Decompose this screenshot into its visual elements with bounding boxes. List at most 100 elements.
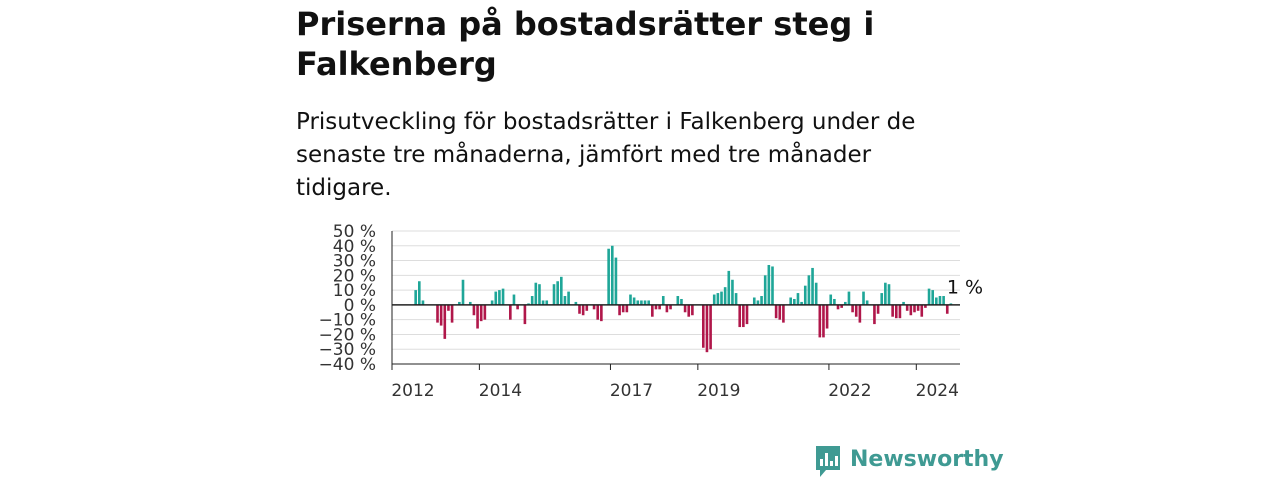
- bar-2016-12: [607, 248, 610, 305]
- bar-2015-11: [560, 276, 563, 305]
- bar-2013-02: [439, 304, 443, 326]
- bar-2017-02: [614, 257, 618, 305]
- bar-2012-08: [418, 281, 421, 305]
- y-axis-ticks: 50 %40 %30 %20 %10 %0 %−10 %−20 %−30 %−4…: [319, 222, 376, 375]
- y-tick-label: −40 %: [319, 355, 376, 375]
- bar-2023-12: [913, 304, 916, 313]
- bar-2017-08: [636, 300, 640, 305]
- bar-2019-08: [723, 287, 727, 305]
- chart-subtitle: Prisutveckling för bostadsrätter i Falke…: [296, 109, 916, 201]
- bar-2023-03: [880, 293, 884, 305]
- bar-2019-04: [709, 304, 712, 350]
- bar-2013-12: [476, 304, 479, 329]
- bar-2019-06: [716, 293, 720, 305]
- bar-2017-11: [647, 300, 650, 305]
- bar-2017-01: [610, 245, 614, 305]
- bar-2016-05: [581, 304, 585, 316]
- bar-2018-05: [669, 304, 672, 310]
- bar-2013-08: [461, 279, 465, 305]
- bar-2018-09: [683, 304, 687, 313]
- bar-2022-04: [840, 304, 843, 308]
- bar-2020-07: [763, 275, 767, 305]
- newsworthy-logo: Newsworthy: [814, 444, 1004, 480]
- bar-2014-05: [494, 291, 498, 305]
- y-tick-label: 20 %: [333, 266, 376, 286]
- bar-2021-04: [796, 293, 800, 305]
- bar-2023-02: [876, 304, 880, 314]
- y-tick-label: 50 %: [333, 222, 376, 242]
- bar-2024-03: [924, 304, 927, 308]
- bar-2023-10: [905, 304, 909, 311]
- bar-2013-07: [458, 301, 461, 305]
- x-tick-label: 2022: [828, 381, 871, 401]
- x-tick-label: 2017: [610, 381, 653, 401]
- bar-2021-10: [818, 304, 822, 338]
- bar-2019-09: [727, 270, 731, 305]
- bar-2023-11: [909, 304, 913, 316]
- bar-2019-11: [734, 293, 738, 305]
- bar-2023-08: [898, 304, 902, 319]
- bars: [414, 245, 953, 353]
- bar-2014-02: [483, 304, 487, 320]
- bar-2024-02: [920, 304, 924, 317]
- bar-2019-10: [731, 279, 734, 305]
- bar-2016-10: [600, 304, 603, 322]
- bar-2017-06: [629, 294, 632, 305]
- x-tick-label: 2024: [916, 381, 959, 401]
- bar-2016-01: [567, 291, 570, 305]
- bar-2013-05: [450, 304, 454, 323]
- newsworthy-logo-icon: [816, 446, 840, 477]
- bar-2023-05: [887, 284, 891, 305]
- bar-2023-09: [902, 301, 905, 305]
- bar-2023-01: [873, 304, 876, 325]
- bar-2020-02: [745, 304, 749, 325]
- bar-2022-09: [858, 304, 862, 323]
- bar-2015-06: [541, 300, 545, 305]
- bar-2024-08: [942, 296, 945, 305]
- bar-2018-01: [654, 304, 658, 310]
- bar-2016-09: [596, 304, 600, 320]
- bar-2024-01: [916, 304, 920, 311]
- bar-2017-09: [640, 300, 643, 305]
- bar-2021-12: [825, 304, 829, 329]
- bar-2015-10: [556, 281, 559, 305]
- bar-2014-09: [509, 304, 512, 320]
- bar-2016-08: [592, 304, 596, 310]
- bar-2013-10: [468, 301, 472, 305]
- bar-2018-10: [687, 304, 691, 317]
- bar-2013-11: [472, 304, 476, 316]
- bar-2014-06: [498, 290, 501, 305]
- bar-2016-03: [574, 301, 578, 305]
- bar-2018-03: [661, 296, 665, 305]
- bar-2024-09: [945, 304, 949, 314]
- bar-2022-07: [851, 304, 854, 313]
- bar-2015-09: [552, 284, 556, 305]
- bar-2013-04: [447, 304, 450, 311]
- bar-2018-04: [665, 304, 669, 313]
- bar-2022-05: [844, 301, 847, 305]
- bar-2016-06: [585, 304, 589, 311]
- bar-2021-05: [800, 301, 803, 305]
- bar-2020-12: [782, 304, 785, 323]
- bar-2018-11: [691, 304, 694, 316]
- axes: [391, 231, 960, 365]
- y-tick-label: 40 %: [333, 237, 376, 257]
- y-tick-label: −30 %: [319, 340, 376, 360]
- bar-2021-03: [793, 298, 796, 305]
- gridlines: [392, 230, 960, 365]
- bar-2013-03: [443, 304, 447, 339]
- bar-2015-05: [538, 284, 541, 305]
- bar-2012-07: [414, 290, 417, 305]
- bar-2024-06: [935, 297, 938, 305]
- x-tick-label: 2012: [391, 381, 434, 401]
- bar-2023-04: [884, 282, 887, 305]
- bar-2021-08: [811, 267, 814, 305]
- bar-2012-09: [421, 300, 425, 305]
- bar-2015-04: [534, 282, 538, 305]
- bar-2019-07: [720, 291, 723, 305]
- bar-2020-09: [771, 266, 774, 305]
- bar-2024-04: [927, 288, 931, 305]
- bar-2021-09: [814, 282, 818, 305]
- bar-2020-08: [767, 264, 771, 305]
